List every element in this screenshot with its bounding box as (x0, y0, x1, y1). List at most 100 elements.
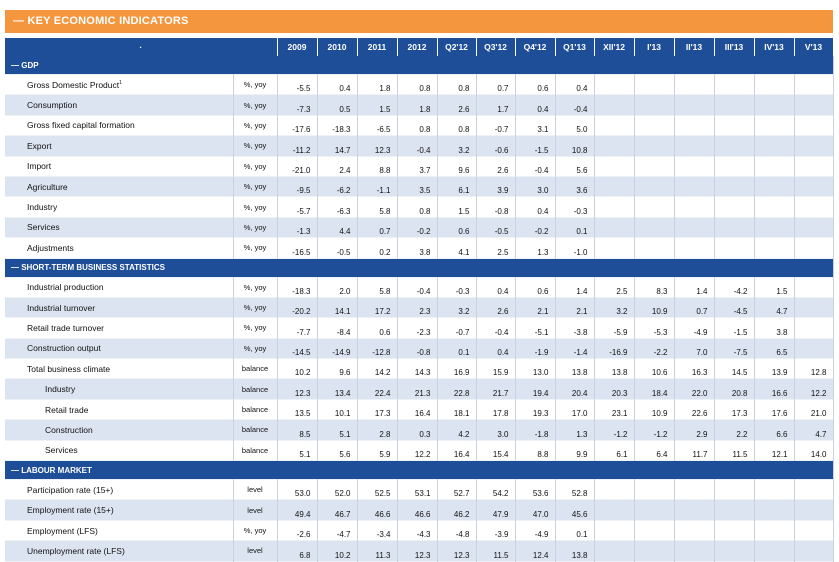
value-cell: 10.8 (555, 135, 595, 157)
report-title-banner: — KEY ECONOMIC INDICATORS (5, 10, 833, 33)
value-cell: 20.8 (714, 378, 755, 400)
column-header: XII'12 (594, 38, 635, 56)
section-title: — GDP (5, 56, 834, 75)
indicator-name: Participation rate (15+) (27, 484, 114, 495)
value-cell (754, 237, 795, 259)
indicator-name: Industrial turnover (27, 302, 96, 313)
value-cell (714, 540, 755, 562)
value-cell: 14.7 (317, 135, 358, 157)
value-cell: 16.6 (754, 378, 795, 400)
value-cell: -2.2 (634, 338, 675, 359)
value-cell (794, 338, 834, 359)
indicator-label: Total business climate (5, 358, 234, 379)
value-cell: 14.3 (397, 358, 438, 379)
value-cell: 14.5 (714, 358, 755, 379)
indicator-name: Construction output (27, 343, 101, 354)
value-cell: -0.6 (476, 135, 516, 157)
value-cell: -18.3 (317, 115, 358, 136)
value-cell: 13.8 (555, 358, 595, 379)
indicator-unit: level (233, 499, 278, 521)
indicator-unit: %, yoy (233, 297, 278, 318)
value-cell: 12.8 (794, 358, 834, 379)
value-cell: 5.6 (317, 440, 358, 461)
value-cell (674, 135, 715, 157)
value-cell (674, 499, 715, 521)
table-row: Construction output %, yoy -14.5 -14.9 -12.8… (5, 338, 834, 359)
value-cell: 21.3 (397, 378, 438, 400)
value-cell: 14.2 (357, 358, 398, 379)
value-cell: 5.8 (357, 196, 398, 218)
value-cell: 12.4 (515, 540, 556, 562)
value-cell: 47.0 (515, 499, 556, 521)
value-cell: -2.3 (397, 317, 438, 339)
value-cell: 0.2 (357, 237, 398, 259)
value-cell: 12.3 (357, 135, 398, 157)
value-cell (754, 115, 795, 136)
value-cell (794, 317, 834, 339)
value-cell: 1.3 (555, 419, 595, 441)
table-row: Industrial production%, yoy -18.3 2.0 5.8 -0… (5, 277, 834, 298)
indicator-unit: %, yoy (233, 115, 278, 136)
value-cell: 1.4 (674, 277, 715, 298)
value-cell: 2.8 (357, 419, 398, 441)
value-cell: 0.8 (397, 74, 438, 95)
value-cell: -5.5 (277, 74, 318, 95)
value-cell (714, 196, 755, 218)
indicator-unit: %, yoy (233, 74, 278, 95)
value-cell: -0.4 (555, 94, 595, 116)
value-cell: -4.2 (714, 277, 755, 298)
value-cell: -8.4 (317, 317, 358, 339)
indicator-name: Industrial production (27, 282, 104, 293)
indicator-label: Agriculture (5, 176, 234, 197)
value-cell (634, 237, 675, 259)
value-cell (714, 176, 755, 197)
value-cell: 49.4 (277, 499, 318, 521)
indicator-label: Retail trade turnover (5, 317, 234, 339)
table-row: Retail trade balance 13.5 10.1 17.3 16.4 18.1 1… (5, 399, 834, 420)
value-cell (794, 156, 834, 177)
value-cell: 3.2 (437, 297, 477, 318)
value-cell: 3.5 (397, 176, 438, 197)
value-cell: 8.5 (277, 419, 318, 441)
value-cell: -1.5 (714, 317, 755, 339)
value-cell (674, 196, 715, 218)
value-cell: 19.3 (515, 399, 556, 420)
indicator-unit: %, yoy (233, 135, 278, 157)
value-cell: -17.6 (277, 115, 318, 136)
value-cell: 6.8 (277, 540, 318, 562)
value-cell: 0.4 (476, 277, 516, 298)
table-row: Gross Domestic Product1%, yoy -5.5 0.4 1.8 0… (5, 74, 834, 95)
value-cell (674, 217, 715, 238)
value-cell (594, 196, 635, 218)
indicator-name: Retail trade (45, 404, 89, 415)
value-cell: 17.8 (476, 399, 516, 420)
indicator-name: Gross Domestic Product (27, 79, 120, 90)
value-cell: 16.9 (437, 358, 477, 379)
indicator-unit: %, yoy (233, 176, 278, 197)
value-cell: 13.4 (317, 378, 358, 400)
table-row: Services balance 5.1 5.6 5.9 12.2 16.4 15.4 8.8 9… (5, 440, 834, 461)
value-cell: -0.7 (437, 317, 477, 339)
value-cell: 18.1 (437, 399, 477, 420)
value-cell (674, 237, 715, 259)
value-cell: 0.4 (515, 94, 556, 116)
value-cell: 3.1 (515, 115, 556, 136)
value-cell (594, 115, 635, 136)
indicator-name: Services (45, 445, 78, 456)
value-cell (794, 217, 834, 238)
value-cell (594, 176, 635, 197)
indicator-name: Consumption (27, 100, 78, 111)
value-cell: 5.1 (317, 419, 358, 441)
table-row: Total business climate balance 10.2 9.6 14.2… (5, 358, 834, 379)
value-cell: -0.4 (397, 135, 438, 157)
value-cell (674, 156, 715, 177)
value-cell: -1.2 (594, 419, 635, 441)
value-cell: -1.4 (555, 338, 595, 359)
column-header: 2012 (397, 38, 438, 56)
table-row: Construction balance 8.5 5.1 2.8 0.3 4.2 3.0 -1.… (5, 419, 834, 441)
table-row: Industrial turnover%, yoy -20.2 14.1 17.2 2.… (5, 297, 834, 318)
value-cell: 19.4 (515, 378, 556, 400)
value-cell: 11.5 (714, 440, 755, 461)
value-cell: -0.8 (397, 338, 438, 359)
value-cell: 2.5 (594, 277, 635, 298)
